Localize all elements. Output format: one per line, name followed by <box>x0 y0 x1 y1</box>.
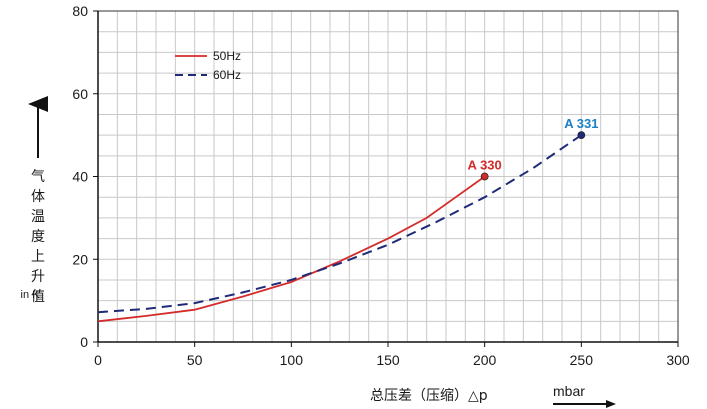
axes: 0 50 100 150 200 250 300 0 20 40 60 80 <box>72 3 689 368</box>
y-tick-label: 60 <box>72 86 88 102</box>
y-tick-label: 0 <box>80 334 88 350</box>
x-tick-label: 300 <box>666 352 690 368</box>
annotation-point <box>480 172 489 181</box>
x-axis-label: 总压差（压缩）△p <box>370 388 488 404</box>
x-tick-label: 250 <box>570 352 594 368</box>
y-axis-title: 气体温度上升值 in K <box>21 96 48 305</box>
legend-label-60hz: 60Hz <box>213 68 241 82</box>
legend: 50Hz 60Hz <box>175 49 241 82</box>
x-tick-label: 150 <box>376 352 400 368</box>
x-axis-unit: mbar <box>553 383 585 399</box>
x-tick-label: 100 <box>280 352 304 368</box>
x-tick-label: 0 <box>94 352 102 368</box>
y-axis-label-char: 气 <box>31 169 45 185</box>
y-axis-label-char: 升 <box>31 269 45 285</box>
y-axis-label-char: 体 <box>31 189 45 205</box>
y-axis-label-char: 上 <box>31 249 45 265</box>
legend-label-50hz: 50Hz <box>213 49 241 63</box>
series-line-60hz <box>97 134 582 314</box>
series-line-50hz <box>97 175 486 323</box>
x-axis-arrowhead <box>606 400 616 408</box>
series-layer <box>97 134 582 323</box>
y-axis-label-char: 温 <box>31 209 45 225</box>
grid <box>98 11 678 342</box>
y-axis-label: 气体温度上升值 <box>31 169 45 305</box>
annotation-point <box>577 131 586 140</box>
y-axis-unit: in K <box>21 289 41 301</box>
annotation-label: A 331 <box>564 116 598 131</box>
y-axis-label-char: 度 <box>31 229 45 245</box>
annotation-label: A 330 <box>468 158 502 173</box>
y-axis-label-char: 值 <box>31 289 45 305</box>
x-tick-label: 50 <box>187 352 203 368</box>
y-tick-label: 20 <box>72 251 88 267</box>
y-tick-label: 40 <box>72 169 88 185</box>
x-tick-label: 200 <box>473 352 497 368</box>
annotations: A 330 A 331 <box>468 116 598 181</box>
x-axis-title: 总压差（压缩）△p mbar <box>370 383 616 408</box>
y-tick-label: 80 <box>72 3 88 19</box>
